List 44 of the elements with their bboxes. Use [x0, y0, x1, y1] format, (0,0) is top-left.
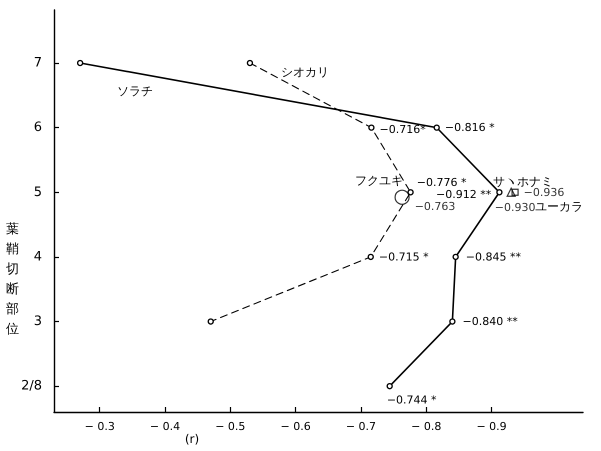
point	[208, 318, 214, 325]
point	[449, 318, 456, 325]
data-label: −0.840 **	[462, 315, 518, 328]
data-label: −0.930	[494, 200, 536, 214]
series-label: ユーカラ	[535, 199, 584, 214]
point	[506, 188, 516, 197]
data-label: −0.912 **	[436, 188, 492, 201]
y-tick-label: 6	[34, 120, 42, 136]
y-tick-label: 7	[34, 55, 42, 70]
series-label: フクユキ	[355, 173, 404, 188]
x-tick-label: − 0.8	[411, 420, 442, 433]
series-label: ソラチ	[117, 84, 154, 98]
y-tick-label: 5	[34, 184, 42, 200]
point	[434, 124, 440, 131]
y-tick-label: 3	[34, 314, 42, 330]
data-label: −0.936	[524, 186, 564, 199]
point	[511, 188, 519, 196]
point	[407, 189, 414, 196]
x-tick-label: − 0.9	[476, 420, 507, 433]
x-tick-label: − 0.7	[346, 420, 376, 433]
y-tick-label: 4	[34, 249, 42, 264]
point	[386, 383, 393, 390]
point	[76, 60, 84, 66]
x-tick-label: − 0.5	[215, 420, 246, 433]
data-label: −0.715 *	[378, 250, 430, 264]
series-label: サヽホナミ	[493, 174, 554, 188]
y-axis-title: 葉鞘切断部位	[6, 221, 20, 339]
series-label: シオカリ	[280, 64, 329, 79]
data-label: −0.763	[414, 200, 456, 213]
point	[368, 124, 375, 131]
data-label: −0.845 **	[466, 250, 522, 264]
point	[452, 254, 459, 260]
y-tick-label: 2/8	[21, 378, 42, 394]
point	[496, 189, 503, 196]
data-label: −0.816 *	[444, 121, 496, 134]
x-tick-label: − 0.3	[84, 420, 115, 433]
point	[246, 60, 254, 66]
point	[368, 254, 374, 260]
data-label: −0.776 *	[416, 176, 467, 189]
x-tick-label: − 0.6	[280, 420, 311, 433]
data-label: −0.744 *	[386, 393, 438, 406]
data-label: −0.716*	[380, 123, 426, 136]
x-tick-label: − 0.4	[150, 420, 180, 433]
x-axis-title: (r)	[184, 432, 200, 446]
